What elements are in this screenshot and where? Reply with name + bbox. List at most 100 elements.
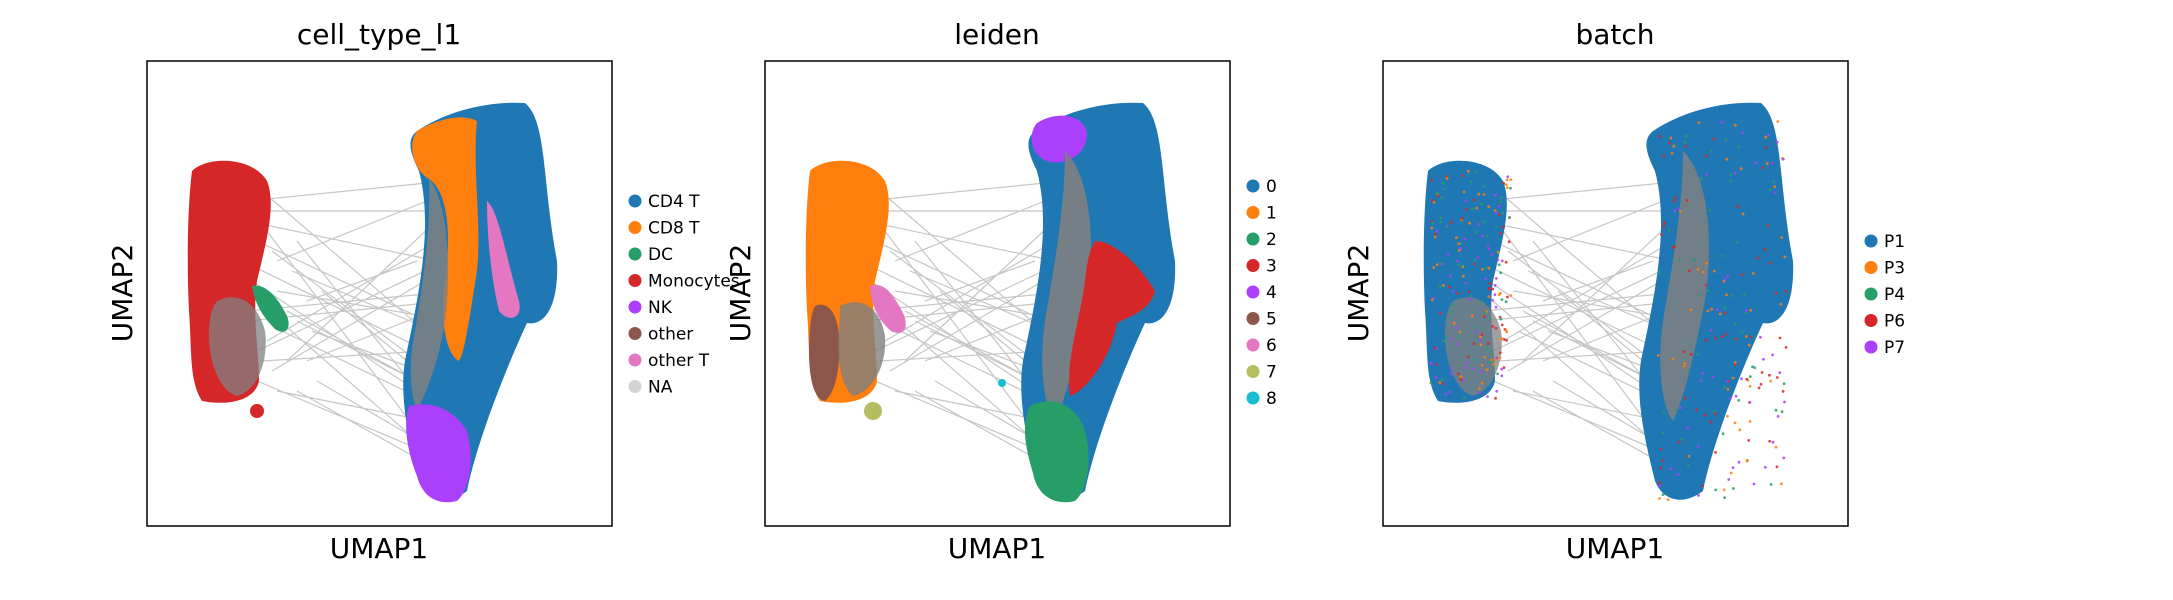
speckle-dot [1487,205,1490,209]
speckle-dot [1704,283,1708,287]
speckle-dot [1483,311,1487,314]
speckle-dot [1684,396,1687,400]
speckle-dot [1491,298,1494,302]
speckle-dot [1733,123,1737,127]
legend-item: CD8 T [628,219,700,239]
speckle-dot [1451,290,1455,293]
legend-item: 4 [1246,283,1277,303]
speckle-dot [1782,456,1786,460]
speckle-dot [1429,381,1433,385]
speckle-dot [1444,392,1448,396]
speckle-dot [1729,471,1733,475]
speckle-dot [1726,387,1730,391]
speckle-dot [1703,413,1707,417]
speckle-dot [1674,408,1678,412]
speckle-dot [1499,200,1503,203]
speckle-dot [1658,135,1662,138]
speckle-dot [1439,216,1443,220]
speckle-dot [1779,302,1783,306]
legend-item: P1 [1864,232,1905,252]
speckle-dot [1442,181,1445,185]
speckle-dot [1768,261,1772,265]
legend-label: P1 [1884,232,1905,252]
speckle-dot [1778,371,1782,375]
speckle-dot [1504,328,1508,332]
speckle-dot [1699,177,1703,181]
speckle-dot [1662,155,1666,158]
speckle-dot [1737,460,1741,464]
speckle-dot [1659,466,1663,470]
speckle-dot [1509,294,1513,297]
speckle-dot [1781,157,1785,161]
speckle-dot [1712,137,1716,141]
speckle-dot [1474,325,1478,329]
speckle-dot [1679,406,1682,410]
speckle-dot [1500,323,1504,327]
speckle-dot [1784,289,1788,293]
speckle-dot [1658,481,1661,485]
speckle-dot [1761,166,1765,170]
speckle-dot [1452,321,1456,325]
speckle-dot [1484,277,1488,280]
panel-cell-type: cell_type_l1 UMAP1 UMAP2 CD4 T CD8 T DC Mon… [106,18,740,565]
speckle-dot [1445,175,1448,178]
speckle-dot [1722,488,1726,492]
speckle-dot [1469,294,1473,298]
speckle-dot [1682,350,1686,354]
speckle-dot [1488,282,1492,285]
legend: CD4 T CD8 T DC Monocytes NK other other T NA [628,192,740,398]
legend-item: 2 [1246,230,1277,250]
speckle-dot [1482,315,1486,318]
speckle-dot [1464,366,1468,369]
speckle-dot [1670,467,1673,471]
speckle-dot [1660,233,1663,237]
plot-frame [764,60,1231,527]
speckle-dot [1735,240,1739,244]
speckle-dot [1741,212,1745,216]
speckle-dot [1696,267,1700,271]
speckle-dot [1687,454,1691,458]
speckle-dot [1747,439,1751,442]
panel-title: cell_type_l1 [297,18,461,51]
speckle-dot [1436,191,1440,195]
legend-label: Monocytes [648,272,740,292]
legend-label: 0 [1266,177,1277,197]
speckle-dot [1721,432,1725,436]
speckle-dot [1480,202,1483,206]
speckle-dot [1765,162,1769,165]
speckle-dot [1748,375,1752,379]
legend-item: NA [628,378,673,398]
legend-marker [1864,261,1878,274]
speckle-dot [1449,337,1453,340]
speckle-dot [1740,330,1744,334]
legend-marker [1246,391,1260,405]
speckle-dot [1775,140,1779,144]
legend-item: other T [628,351,710,371]
speckle-dot [1682,364,1686,368]
legend-item: 7 [1246,363,1277,383]
speckle-dot [1474,170,1478,174]
speckle-dot [1770,161,1774,165]
speckle-dot [1696,445,1700,448]
speckle-dot [1457,242,1461,246]
speckle-dot [1459,246,1463,250]
speckle-dot [1741,131,1745,135]
speckle-dot [1763,465,1767,469]
cluster-gray-core [410,179,449,411]
speckle-dot [1508,216,1511,219]
speckle-dot [1720,120,1723,124]
speckle-dot [1480,300,1483,303]
cell-cloud [187,102,558,503]
speckle-dot [1686,426,1690,430]
speckle-dot [1718,312,1722,316]
speckle-dot [1704,338,1708,342]
speckle-dot [1672,246,1675,250]
speckle-dot [1720,254,1724,258]
speckle-dot [1487,286,1491,290]
legend-marker [628,247,642,261]
speckle-dot [1710,149,1713,153]
legend-label: 6 [1266,336,1277,356]
speckle-dot [1486,395,1489,398]
speckle-dot [1448,285,1451,289]
speckle-dot [1726,414,1729,418]
